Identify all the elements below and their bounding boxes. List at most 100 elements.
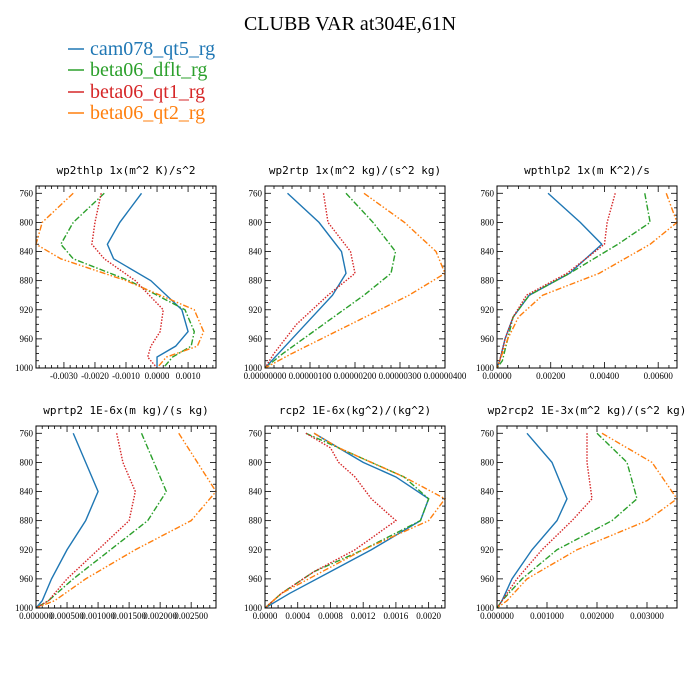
x-tick-label: 0.0012 (351, 611, 376, 621)
chart-panel: wpthlp2 1x(m K^2)/s 760 800 840 880 920 960 100… (476, 164, 678, 381)
y-tick-label: 920 (249, 545, 263, 555)
series-line (496, 432, 568, 609)
y-tick-label: 1000 (244, 363, 263, 373)
y-tick-label: 800 (20, 457, 34, 467)
y-tick-label: 960 (20, 574, 34, 584)
x-tick-label: 0.002000 (143, 611, 177, 621)
x-tick-label: 0.00600 (644, 371, 674, 381)
x-tick-label: 0.00000300 (379, 371, 422, 381)
y-tick-label: 1000 (244, 603, 263, 613)
plot-frame (496, 425, 678, 609)
y-tick-label: 800 (249, 217, 263, 227)
y-tick-label: 840 (249, 247, 263, 257)
y-tick-label: 880 (481, 276, 495, 286)
y-tick-label: 880 (249, 276, 263, 286)
x-tick-label: 0.002500 (174, 611, 208, 621)
x-tick-label: -0.0010 (112, 371, 140, 381)
series-line (264, 432, 430, 609)
series-line (35, 192, 205, 369)
y-tick-label: 1000 (476, 603, 495, 613)
series-line (35, 432, 217, 609)
series-line (264, 192, 347, 369)
chart-panel: wp2thlp 1x(m^2 K)/s^2 760 800 840 880 920 960 1… (15, 164, 217, 381)
plot-frame (264, 425, 446, 609)
series-line (496, 432, 678, 609)
legend-entry: beta06_qt2_rg (68, 102, 205, 124)
series-line (264, 192, 446, 369)
legend-label: beta06_qt2_rg (90, 102, 205, 124)
x-tick-label: 0.000500 (50, 611, 84, 621)
plot-frame (35, 185, 217, 369)
y-tick-label: 880 (481, 516, 495, 526)
panel-title: wpthlp2 1x(m K^2)/s (524, 164, 650, 177)
x-tick-label: 0.001000 (530, 611, 564, 621)
series-line (264, 432, 447, 609)
series-line (264, 432, 430, 609)
y-tick-label: 960 (481, 334, 495, 344)
y-tick-label: 840 (20, 247, 34, 257)
y-tick-label: 1000 (15, 363, 34, 373)
y-tick-label: 840 (481, 487, 495, 497)
series-line (496, 192, 603, 369)
legend-entry: cam078_qt5_rg (68, 38, 215, 60)
panel-title: wprtp2 1E-6x(m kg)/(s kg) (43, 404, 209, 417)
y-tick-label: 920 (481, 305, 495, 315)
y-tick-label: 840 (20, 487, 34, 497)
x-tick-label: 0.0016 (384, 611, 409, 621)
y-tick-label: 800 (481, 217, 495, 227)
y-tick-label: 880 (20, 276, 34, 286)
x-tick-label: 0.0004 (285, 611, 310, 621)
series-line (91, 193, 164, 369)
x-tick-label: 0.0000 (145, 371, 170, 381)
x-tick-label: 0.00000400 (424, 371, 467, 381)
series-line (264, 193, 356, 369)
x-tick-label: 0.002000 (580, 611, 614, 621)
y-tick-label: 960 (20, 334, 34, 344)
legend-label: beta06_dflt_rg (90, 59, 207, 81)
y-tick-label: 840 (481, 247, 495, 257)
y-tick-label: 760 (20, 428, 34, 438)
x-tick-label: 0.00000000 (244, 371, 287, 381)
legend-entry: beta06_dflt_rg (68, 59, 207, 81)
plot-frame (264, 185, 446, 369)
plot-frame (496, 185, 678, 369)
chart-panel: wp2rtp 1x(m^2 kg)/(s^2 kg) 760 800 840 880 92… (244, 164, 467, 381)
x-tick-label: 0.001000 (81, 611, 115, 621)
x-tick-label: 0.00400 (590, 371, 620, 381)
x-tick-label: 0.00000100 (289, 371, 332, 381)
series-line (496, 193, 678, 369)
y-tick-label: 920 (249, 305, 263, 315)
y-tick-label: 800 (481, 457, 495, 467)
y-tick-label: 760 (20, 188, 34, 198)
y-tick-label: 920 (20, 545, 34, 555)
panel-title: wp2thlp 1x(m^2 K)/s^2 (56, 164, 195, 177)
legend-entry: beta06_qt1_rg (68, 81, 205, 103)
y-tick-label: 1000 (476, 363, 495, 373)
x-tick-label: 0.0020 (416, 611, 441, 621)
x-tick-label: 0.0010 (176, 371, 201, 381)
x-tick-label: 0.000000 (480, 611, 514, 621)
x-tick-label: 0.003000 (630, 611, 664, 621)
panel-title: wp2rcp2 1E-3x(m^2 kg)/(s^2 kg) (488, 404, 687, 417)
x-tick-label: 0.00200 (536, 371, 566, 381)
y-tick-label: 800 (20, 217, 34, 227)
y-tick-label: 760 (249, 428, 263, 438)
chart-panel: wprtp2 1E-6x(m kg)/(s kg) 760 800 840 880 920… (15, 404, 217, 621)
x-tick-label: 0.001500 (112, 611, 146, 621)
y-tick-label: 760 (481, 428, 495, 438)
y-tick-label: 1000 (15, 603, 34, 613)
legend: cam078_qt5_rg beta06_dflt_rg beta06_qt1_… (68, 38, 215, 124)
series-line (264, 432, 398, 609)
y-tick-label: 960 (249, 334, 263, 344)
x-tick-label: 0.00000 (482, 371, 512, 381)
chart-panel: wp2rcp2 1E-3x(m^2 kg)/(s^2 kg) 760 800 840 8… (476, 404, 686, 621)
x-tick-label: 0.0000 (253, 611, 278, 621)
series-line (264, 192, 397, 369)
series-line (496, 193, 651, 369)
y-tick-label: 960 (249, 574, 263, 584)
y-tick-label: 960 (481, 574, 495, 584)
y-tick-label: 800 (249, 457, 263, 467)
series-line (35, 433, 168, 609)
y-tick-label: 760 (481, 188, 495, 198)
